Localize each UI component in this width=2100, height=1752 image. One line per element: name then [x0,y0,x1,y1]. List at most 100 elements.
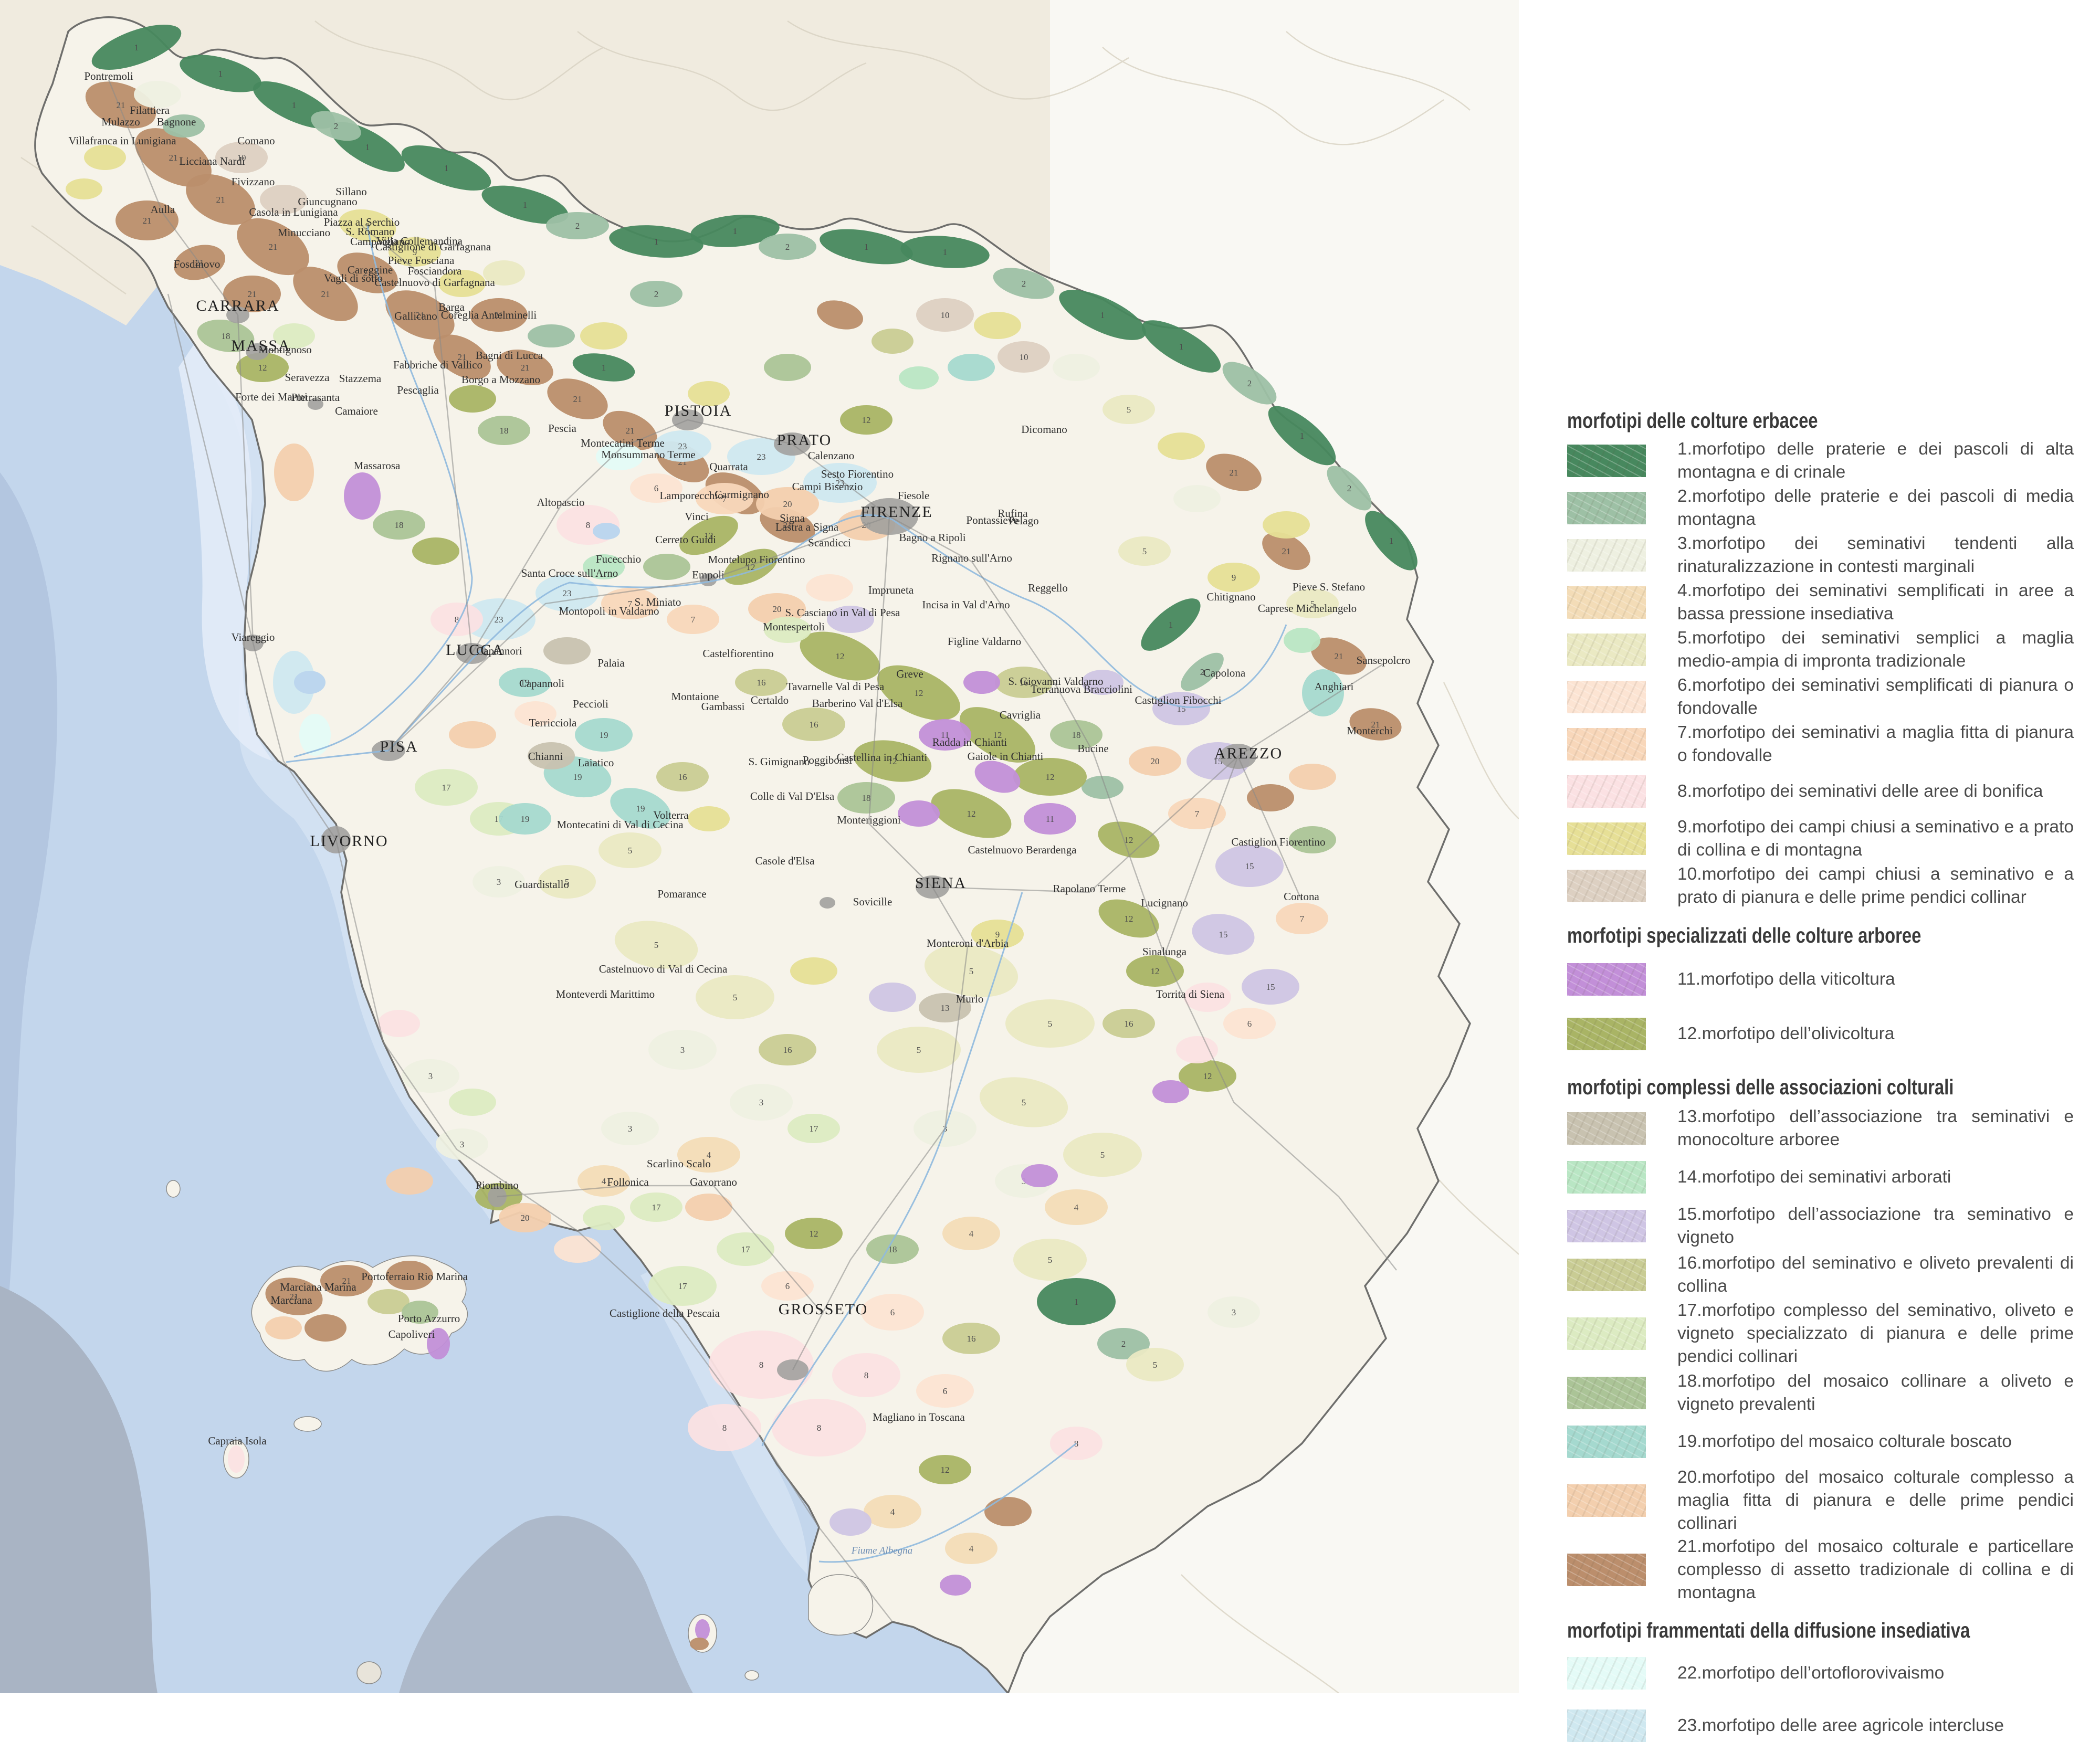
legend-swatch-22 [1567,1657,1646,1690]
legend-label-14: 14.morfotipo dei seminativi arborati [1677,1167,1951,1187]
patch-number: 1 [365,142,370,152]
morphotype-patch-15 [1152,692,1210,725]
legend-item-21: 21.morfotipo del mosaico colturale e par… [1567,1535,2074,1605]
morphotype-patch-3 [601,1112,659,1145]
morphotype-patch-1 [1141,320,1221,373]
morphotype-patch-13 [528,742,575,769]
morphotype-patch-8 [228,1445,245,1473]
morphotype-patch-15 [830,1508,872,1536]
morphotype-patch-7 [667,605,719,634]
town-label: Sesto Fiorentino [821,468,894,480]
patch-number: 17 [652,1202,662,1212]
urban-area-patch [820,897,835,909]
town-label: Careggine [348,263,393,276]
morphotype-patch-9 [688,806,730,831]
legend-item-3: 3.morfotipo dei seminativi tendenti alla… [1567,532,2074,579]
padule-fucecchio [593,523,620,540]
patch-number: 1 [943,247,948,257]
legend-item-4: 4.morfotipo dei seminativi semplificati … [1567,579,2074,626]
patch-number: 10 [941,310,950,320]
morphotype-patch-15 [1082,670,1124,695]
patch-number: 23 [678,441,687,451]
morphotype-patch-15 [1192,914,1255,955]
morphotype-patch-20 [499,1203,551,1232]
morphotype-patch-18 [1050,720,1102,750]
legend-panel: morfotipi delle colture erbacee 1.morfoti… [1519,0,2100,1742]
town-label: Pontassieve [966,514,1018,526]
legend-label-12: 12.morfotipo dell’olivicoltura [1677,1024,1895,1043]
patch-number: 1 [864,242,869,252]
patch-number: 12 [1203,1071,1212,1081]
town-label: S. Gimignano [749,755,810,768]
morphotype-patch-17 [449,1089,496,1116]
morphotype-patch-9 [66,178,102,199]
patch-number: 18 [862,793,871,803]
morphotype-patch-12 [931,789,1012,838]
morphotype-patch-2 [1097,1328,1150,1359]
patch-number: 8 [759,1360,764,1370]
morphotype-patch-13 [919,993,971,1022]
patch-number: 21 [458,352,467,362]
patch-number: 20 [1151,756,1160,766]
morphotype-patch-10 [215,142,268,173]
patch-number: 12 [258,363,267,373]
patch-number: 19 [600,730,608,740]
patch-number: 20 [783,499,792,509]
legend-item-17: 17.morfotipo complesso del seminativo, o… [1567,1299,2074,1368]
town-label: Gallicano [394,310,437,322]
legend-swatch-20 [1567,1484,1646,1517]
morphotype-patch-1 [481,185,569,224]
patch-number: 3 [497,877,501,887]
morphotype-patch-20 [756,487,819,521]
morphotype-patch-20 [265,1316,302,1339]
morphotype-patch-19 [499,668,551,697]
town-label: Rio Marina [417,1270,468,1283]
morphotype-patch-18 [643,554,690,580]
legend-label-13: 13.morfotipo dell’associazione tra semin… [1677,1106,2074,1149]
town-label: Villa Collemandina [376,235,463,247]
legend-item-1: 1.morfotipo delle praterie e dei pascoli… [1567,437,2074,484]
patch-number: 21 [248,289,257,299]
town-label: Bagnone [157,115,196,128]
town-label: Pescaglia [397,384,439,396]
town-label: Aulla [151,203,175,216]
patch-number: 21 [1371,720,1380,730]
morphotype-patch-8 [1176,1036,1218,1063]
patch-number: 2 [575,221,580,231]
morphotype-patch-5 [924,945,1018,997]
town-label: Casole d'Elsa [755,854,815,867]
town-label: Capolona [1203,667,1246,679]
patch-number: 21 [1335,651,1343,661]
patch-number: 6 [785,1281,790,1291]
morphotype-patch-18 [402,1301,438,1324]
morphotype-patch-19 [1302,669,1344,716]
legend-label-7: 7.morfotipo dei seminativi a maglia fitt… [1677,723,2074,765]
morphotype-patch-21 [1247,784,1294,811]
legend-swatch-18 [1567,1376,1646,1409]
patch-number: 21 [1282,546,1291,556]
patch-number: 5 [1153,1360,1158,1370]
pianosa-island [293,1416,322,1432]
patch-number: 17 [442,783,452,793]
morphotype-patch-12 [785,1218,843,1249]
town-label: Fiume Albegna [851,1545,912,1556]
morphotype-patch-18 [197,319,255,353]
town-label: Bagno a Ripoli [899,531,965,544]
patch-number: 1 [1074,1297,1079,1307]
patch-number: 23 [495,615,503,625]
morphotype-patch-11 [1021,1164,1058,1187]
morphotype-patch-9 [790,957,837,985]
patch-number: 2 [785,242,790,252]
morphotype-patch-18 [1289,826,1336,853]
legend-swatch-15 [1567,1209,1646,1242]
patch-number: 5 [1310,599,1315,609]
town-label: Gaiole in Chianti [968,750,1044,763]
town-label: Montelupo Fiorentino [708,553,805,566]
morphotype-patch-11 [963,671,1000,694]
patch-number: 18 [500,426,509,436]
patch-number: 1 [218,69,223,79]
patch-number: 3 [628,1124,633,1134]
city-label-prato: PRATO [777,431,832,449]
